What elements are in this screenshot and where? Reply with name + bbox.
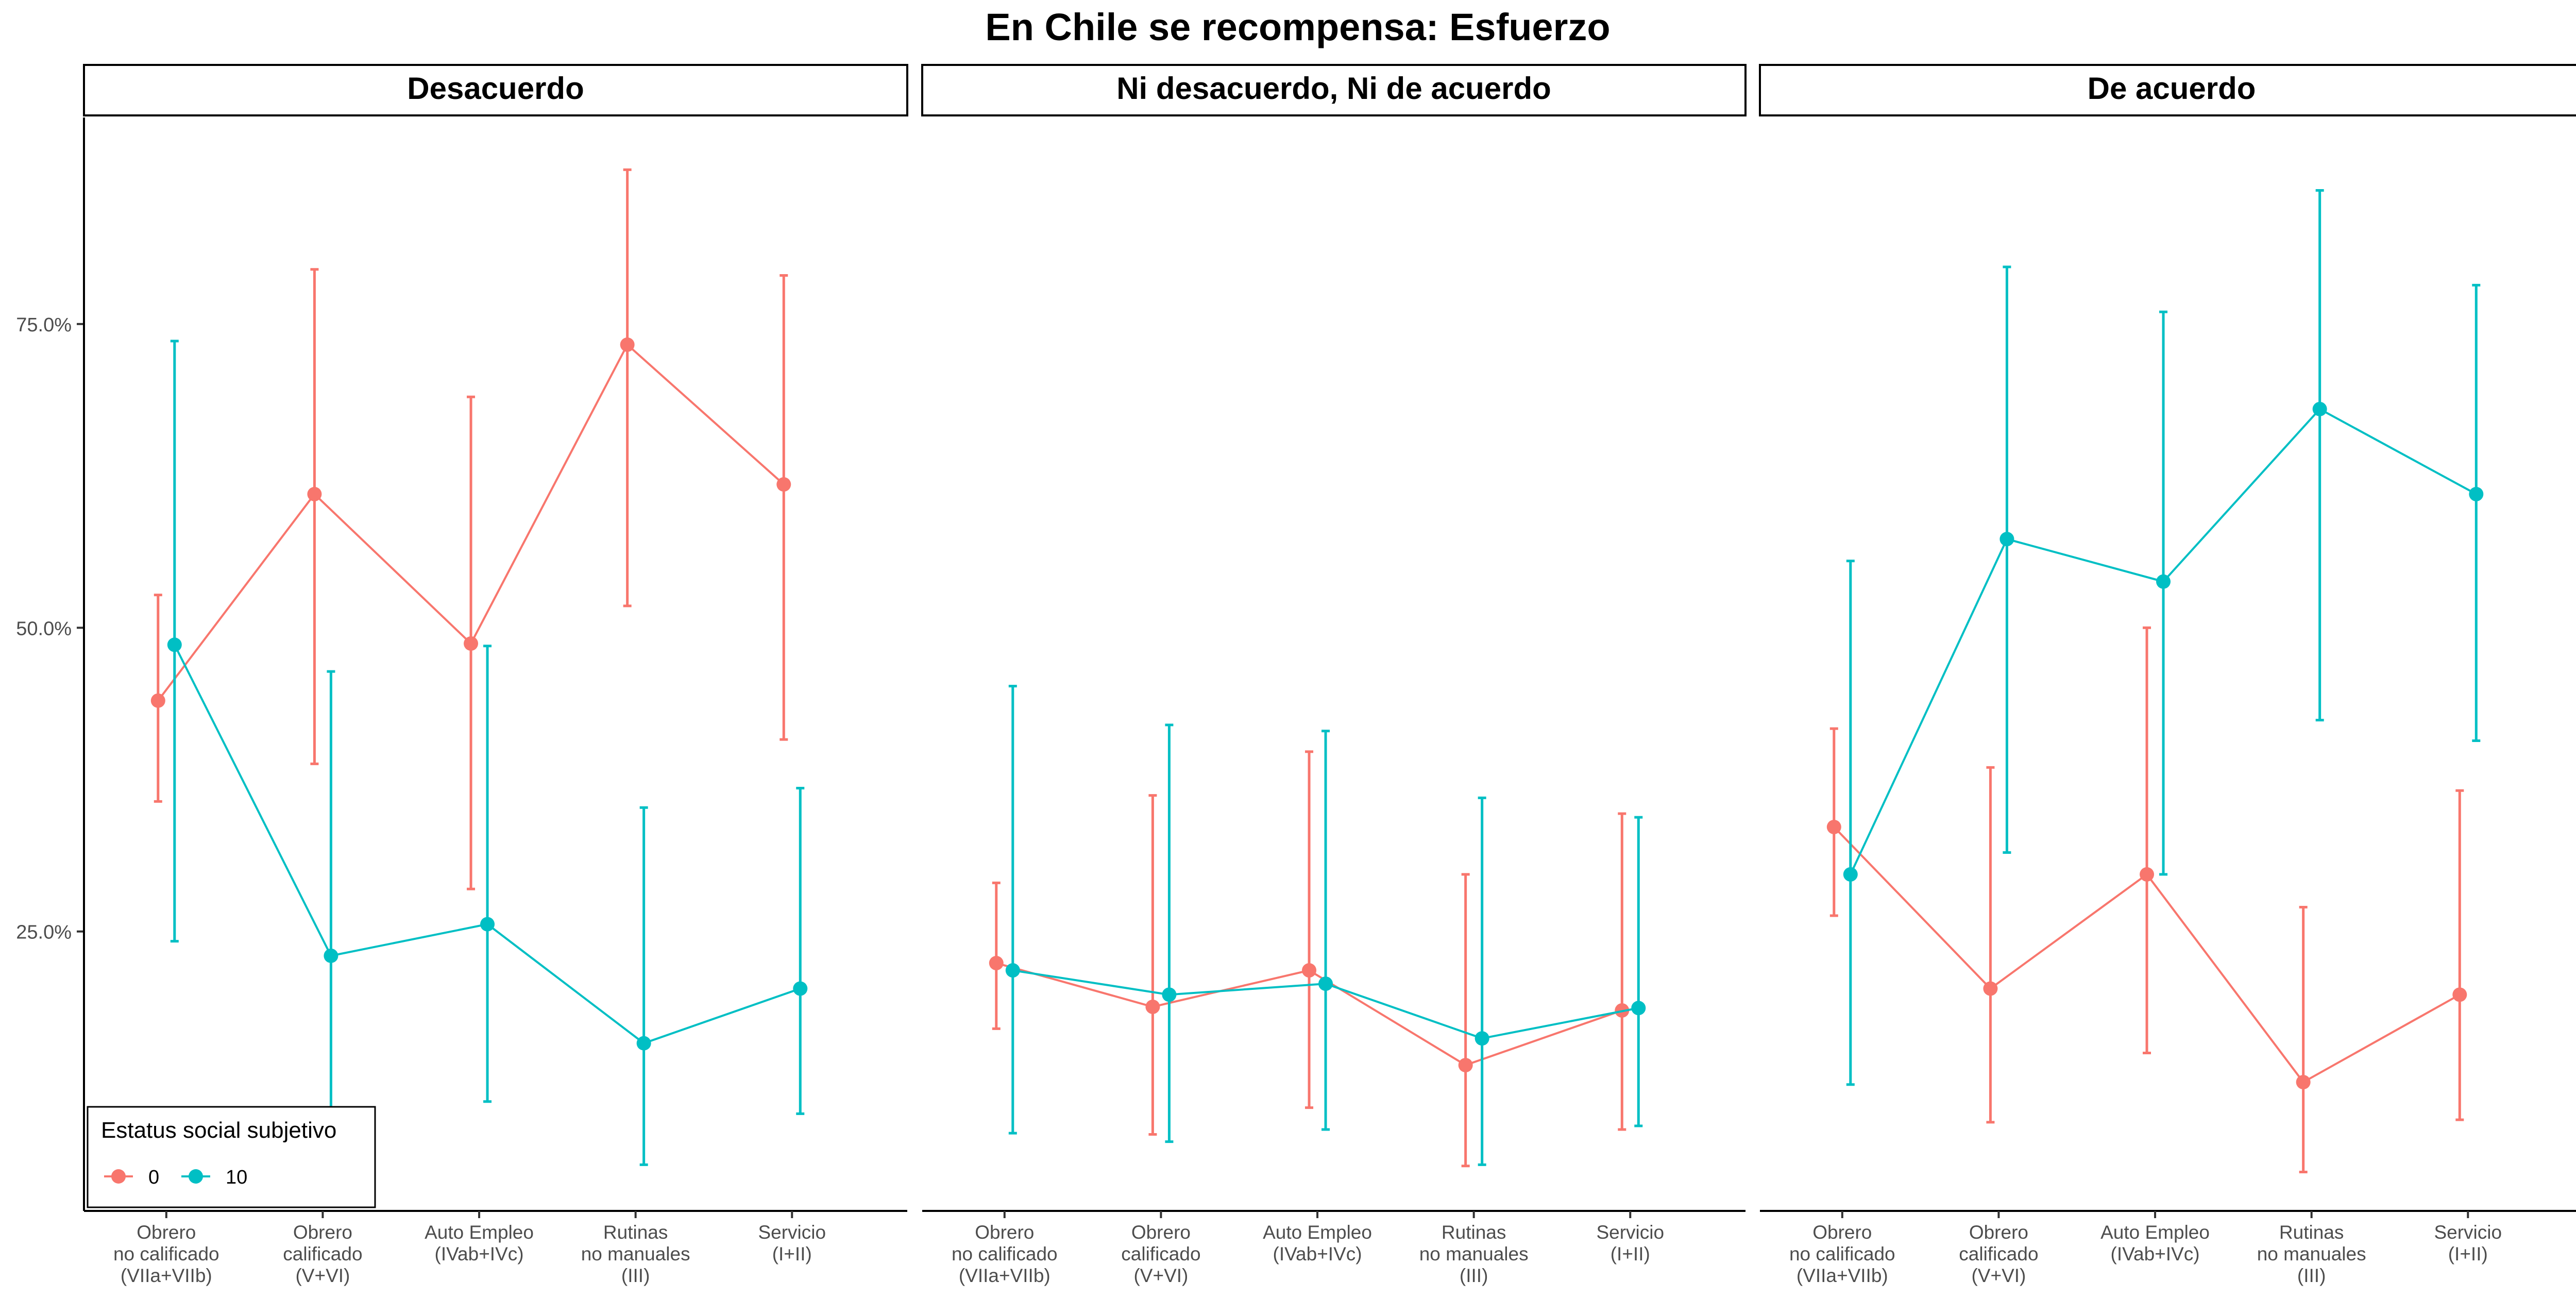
data-point <box>480 917 495 932</box>
data-point <box>2156 574 2171 589</box>
x-tick-label: Auto Empleo (IVab+IVc) <box>2100 1222 2210 1265</box>
data-point <box>307 486 322 501</box>
data-point <box>324 948 338 963</box>
data-point <box>1826 819 1841 834</box>
x-tick-label: Obrero no calificado (VIIa+VIIb) <box>113 1222 219 1286</box>
data-point <box>2140 867 2155 882</box>
x-tick-label: Obrero calificado (V+VI) <box>1121 1222 1200 1286</box>
facet-strip-label: Ni desacuerdo, Ni de acuerdo <box>1116 71 1551 106</box>
data-point <box>2469 486 2484 501</box>
x-tick-label: Auto Empleo (IVab+IVc) <box>425 1222 534 1265</box>
facet-strip-label: Desacuerdo <box>407 71 584 106</box>
data-point <box>1983 981 1998 996</box>
facet-strip <box>83 64 908 116</box>
data-point <box>2312 401 2327 416</box>
data-point <box>989 956 1004 971</box>
facet-strip <box>921 64 1747 116</box>
facet-strip <box>1759 64 2576 116</box>
data-point <box>1843 867 1858 882</box>
data-point <box>2296 1075 2311 1090</box>
data-point <box>1458 1058 1473 1073</box>
legend-key-point <box>111 1169 126 1184</box>
legend: Estatus social subjetivo 0 10 <box>87 1106 376 1208</box>
legend-title: Estatus social subjetivo <box>101 1118 336 1143</box>
data-point <box>2452 987 2467 1002</box>
x-tick-label: Obrero no calificado (VIIa+VIIb) <box>1789 1222 1895 1286</box>
legend-entry-label: 0 <box>148 1167 159 1188</box>
y-tick-label: 25.0% <box>16 922 72 943</box>
data-point <box>1999 532 2014 547</box>
facet-panels: 25.0% 50.0% 75.0% Desacuerdo Obrero no califi… <box>16 64 2576 1286</box>
series-group <box>1005 684 1646 1166</box>
x-tick-label: Rutinas no manuales (III) <box>2257 1222 2366 1286</box>
facet-panel: Desacuerdo Obrero no calificado (VIIa+VIIb)… <box>83 64 908 1286</box>
x-tick-label: Rutinas no manuales (III) <box>1419 1222 1529 1286</box>
x-tick-label: Servicio (I+II) <box>758 1222 826 1265</box>
data-point <box>1318 976 1333 991</box>
data-point <box>620 337 635 352</box>
data-point <box>167 637 182 652</box>
series-group <box>989 750 1630 1168</box>
data-point <box>1302 963 1317 978</box>
facet-panel: De acuerdo Obrero no calificado (VIIa+VIIb)… <box>1759 64 2576 1286</box>
data-point <box>1631 1001 1646 1016</box>
x-tick-label: Servicio (I+II) <box>2434 1222 2502 1265</box>
series-group <box>167 340 808 1166</box>
data-point <box>150 693 165 708</box>
y-tick-label: 50.0% <box>16 618 72 639</box>
facet-strip-label: De acuerdo <box>2088 71 2256 106</box>
legend-box <box>87 1106 376 1208</box>
data-point <box>776 477 791 492</box>
data-point <box>464 636 479 651</box>
y-tick-label: 75.0% <box>16 314 72 336</box>
series-group <box>1826 626 2467 1174</box>
x-tick-label: Obrero calificado (V+VI) <box>283 1222 362 1286</box>
series-group <box>150 168 791 890</box>
x-tick-label: Rutinas no manuales (III) <box>581 1222 690 1286</box>
x-tick-label: Servicio (I+II) <box>1596 1222 1664 1265</box>
data-point <box>1162 987 1177 1002</box>
x-tick-label: Obrero calificado (V+VI) <box>1959 1222 2038 1286</box>
legend-entry-label: 10 <box>226 1167 247 1188</box>
data-point <box>636 1036 651 1051</box>
legend-key-point <box>189 1169 203 1184</box>
x-tick-label: Obrero no calificado (VIIa+VIIb) <box>952 1222 1058 1286</box>
data-point <box>1145 999 1160 1014</box>
data-point <box>1475 1031 1489 1046</box>
data-point <box>793 981 808 996</box>
chart-title: En Chile se recompensa: Esfuerzo <box>985 6 1610 48</box>
series-group <box>1843 189 2484 1086</box>
facet-panel: Ni desacuerdo, Ni de acuerdo Obrero no cal… <box>921 64 1747 1286</box>
x-tick-label: Auto Empleo (IVab+IVc) <box>1263 1222 1372 1265</box>
data-point <box>1005 963 1020 978</box>
